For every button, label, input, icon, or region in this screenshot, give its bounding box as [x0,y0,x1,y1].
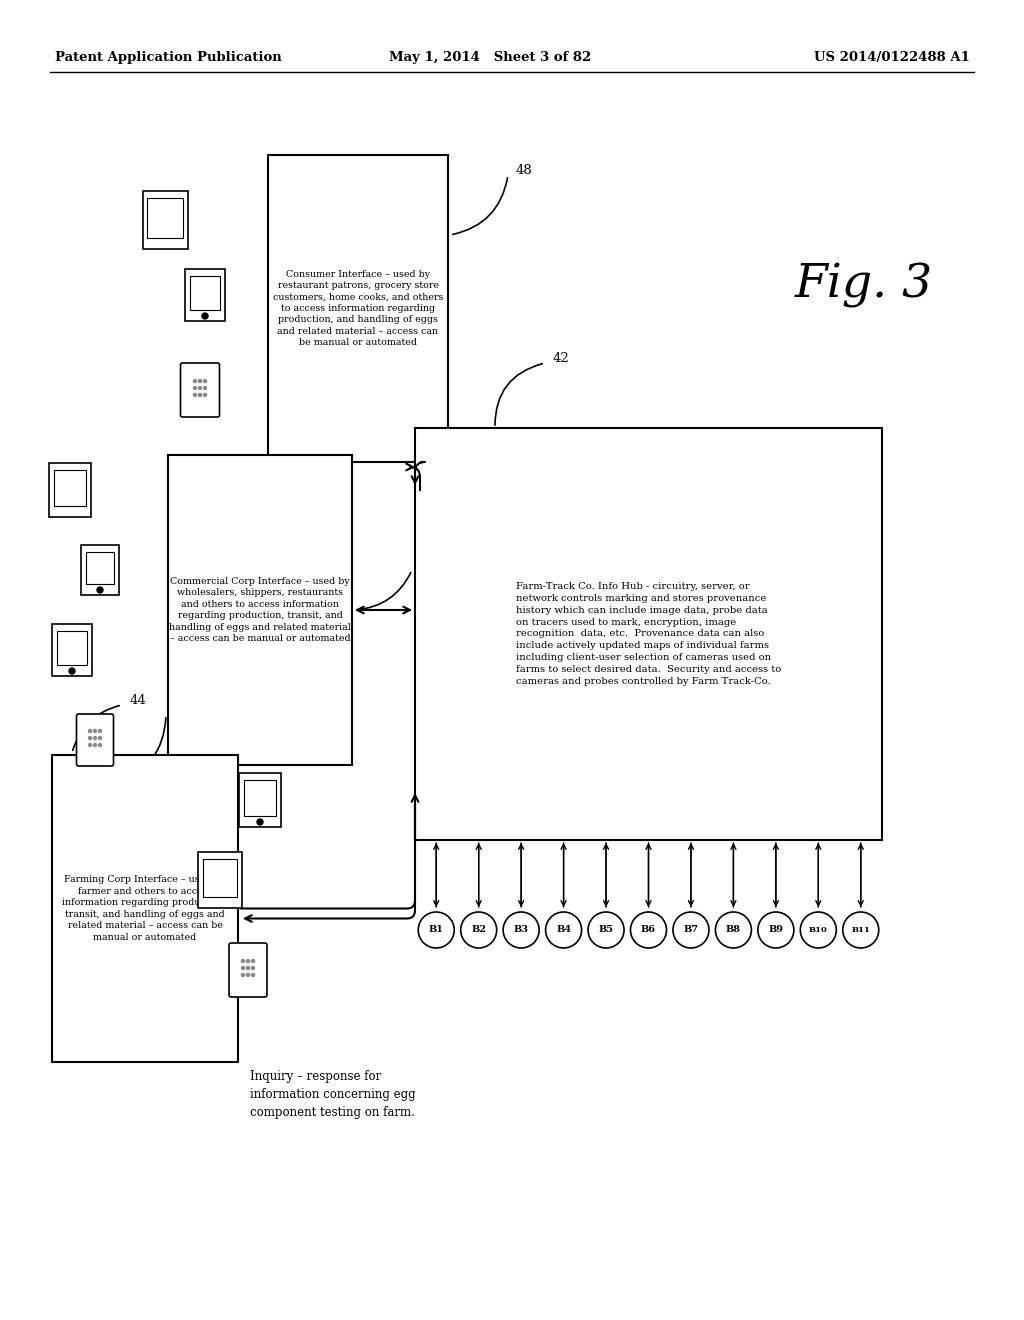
Circle shape [199,380,202,383]
Circle shape [194,387,197,389]
Circle shape [247,974,250,977]
Text: B9: B9 [768,925,783,935]
Text: Inquiry – response for
information concerning egg
component testing on farm.: Inquiry – response for information conce… [250,1071,416,1119]
Circle shape [242,960,245,962]
Circle shape [93,737,96,739]
Circle shape [758,912,794,948]
Bar [190,276,220,310]
Text: B5: B5 [599,925,613,935]
Circle shape [88,737,91,739]
FancyBboxPatch shape [180,363,219,417]
Text: B4: B4 [556,925,571,935]
Bar [168,455,352,766]
Circle shape [98,743,101,747]
Text: B6: B6 [641,925,656,935]
Text: B10: B10 [809,927,827,935]
Text: May 1, 2014   Sheet 3 of 82: May 1, 2014 Sheet 3 of 82 [389,51,591,65]
Circle shape [247,966,250,969]
Circle shape [242,974,245,977]
Circle shape [252,960,255,962]
Circle shape [204,380,207,383]
Circle shape [199,387,202,389]
Bar [268,154,449,462]
FancyBboxPatch shape [77,714,114,766]
Circle shape [843,912,879,948]
Circle shape [461,912,497,948]
Circle shape [88,743,91,747]
Circle shape [204,393,207,396]
FancyBboxPatch shape [229,942,267,997]
Circle shape [588,912,624,948]
Circle shape [546,912,582,948]
Text: B8: B8 [726,925,741,935]
Text: 42: 42 [553,351,569,364]
Circle shape [194,380,197,383]
Circle shape [252,974,255,977]
Circle shape [204,387,207,389]
Text: B3: B3 [514,925,528,935]
Circle shape [194,393,197,396]
Bar [203,859,238,898]
Circle shape [418,912,455,948]
Circle shape [503,912,540,948]
Text: B7: B7 [683,925,698,935]
Text: Fig. 3: Fig. 3 [795,263,933,308]
Text: 44: 44 [130,693,146,706]
Text: Consumer Interface – used by
restaurant patrons, grocery store
customers, home c: Consumer Interface – used by restaurant … [272,269,443,347]
Circle shape [631,912,667,948]
Circle shape [257,818,263,825]
Text: 46: 46 [420,558,437,572]
Circle shape [801,912,837,948]
Bar [86,552,115,585]
Circle shape [202,313,208,319]
Circle shape [252,966,255,969]
Bar [57,631,87,665]
Circle shape [93,730,96,733]
Circle shape [93,743,96,747]
Bar [147,198,182,238]
Circle shape [716,912,752,948]
Circle shape [247,960,250,962]
Bar [52,755,238,1063]
Text: Farming Corp Interface – used by
farmer and others to access
information regardi: Farming Corp Interface – used by farmer … [62,875,227,941]
Text: B11: B11 [851,927,870,935]
Text: Farm-Track Co. Info Hub - circuitry, server, or
network controls marking and sto: Farm-Track Co. Info Hub - circuitry, ser… [516,582,781,685]
Bar [52,624,92,676]
Circle shape [69,668,75,675]
Bar [53,470,86,507]
Circle shape [242,966,245,969]
Circle shape [97,587,103,593]
Bar [198,851,242,908]
Bar [239,774,281,828]
Bar [81,545,119,595]
Circle shape [199,393,202,396]
Circle shape [88,730,91,733]
Text: Commercial Corp Interface – used by
wholesalers, shippers, restaurants
and other: Commercial Corp Interface – used by whol… [169,577,351,643]
Circle shape [98,730,101,733]
Bar [415,428,882,840]
Circle shape [98,737,101,739]
Text: 28: 28 [89,784,106,796]
Text: Patent Application Publication: Patent Application Publication [55,51,282,65]
Text: 48: 48 [516,164,532,177]
Bar [49,463,91,517]
Bar [245,780,275,816]
Text: B1: B1 [429,925,443,935]
Text: US 2014/0122488 A1: US 2014/0122488 A1 [814,51,970,65]
Bar [142,191,187,249]
Bar [185,269,225,321]
Text: B2: B2 [471,925,486,935]
Circle shape [673,912,709,948]
